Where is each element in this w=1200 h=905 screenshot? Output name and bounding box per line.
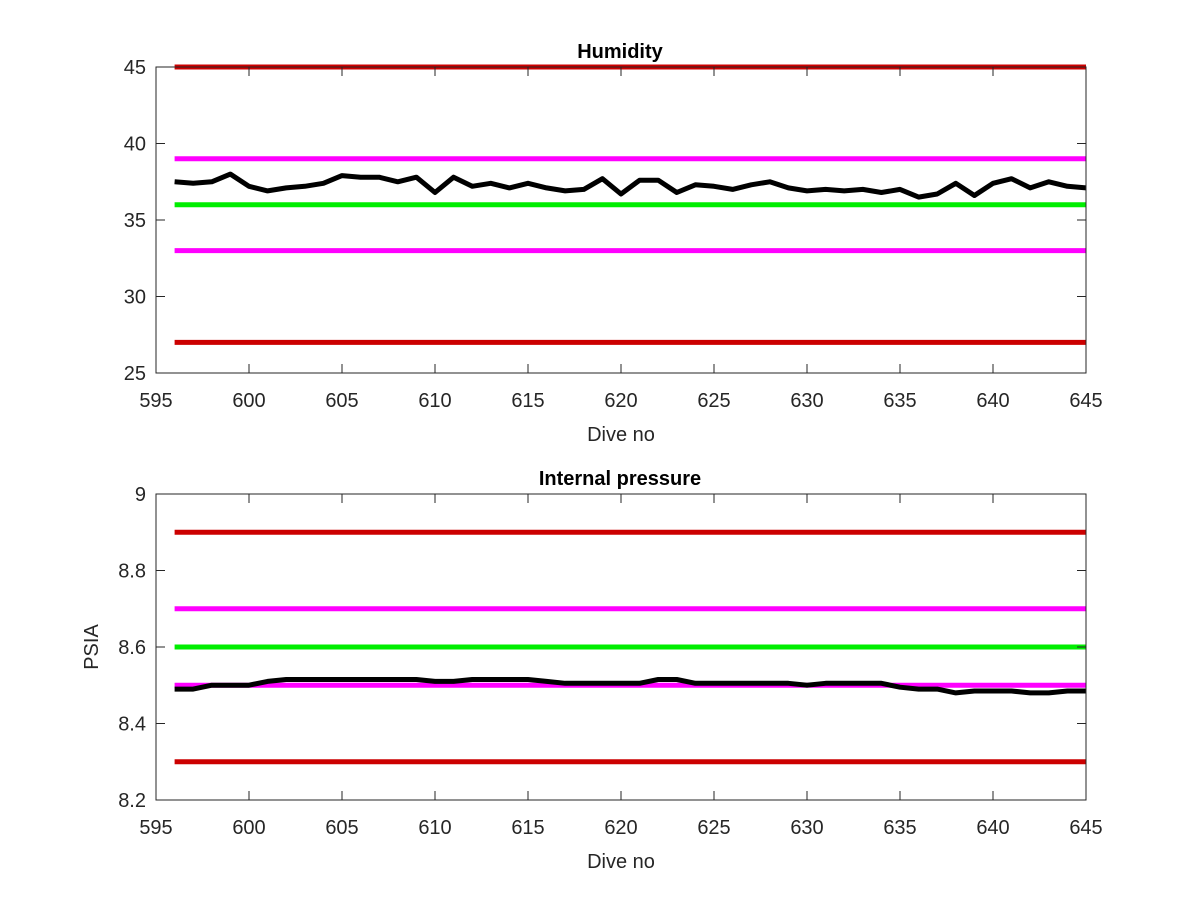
humidity-x-tick-label-3: 610 <box>418 390 451 412</box>
humidity-axes-box <box>155 66 1087 374</box>
humidity-y-tick-label-3: 40 <box>124 134 146 156</box>
pressure-y-ticks: 8.2 8.4 8.6 8.8 9 <box>118 484 1086 812</box>
pressure-x-axis-label: Dive no <box>587 851 655 873</box>
humidity-x-tick-label-9: 640 <box>976 390 1009 412</box>
pressure-series-line-0 <box>174 677 1086 696</box>
pressure-x-tick-label-0: 595 <box>139 817 172 839</box>
pressure-x-tick-label-8: 635 <box>883 817 916 839</box>
humidity-title: Humidity <box>577 41 663 63</box>
pressure-x-tick-label-2: 605 <box>325 817 358 839</box>
humidity-x-tick-label-8: 635 <box>883 390 916 412</box>
humidity-y-tick-label-2: 35 <box>124 210 146 232</box>
pressure-x-tick-label-5: 620 <box>604 817 637 839</box>
pressure-title: Internal pressure <box>539 468 701 490</box>
humidity-x-axis-label: Dive no <box>587 424 655 446</box>
humidity-threshold-lines <box>174 64 1086 345</box>
humidity-y-tick-label-4: 45 <box>124 57 146 79</box>
pressure-y-tick-label-2: 8.6 <box>118 637 146 659</box>
pressure-y-tick-label-3: 8.8 <box>118 561 146 583</box>
pressure-x-ticks: 595 600 605 610 615 620 625 630 635 640 645 <box>139 494 1103 839</box>
humidity-x-tick-label-0: 595 <box>139 390 172 412</box>
humidity-y-tick-label-1: 30 <box>124 287 146 309</box>
pressure-y-tick-label-0: 8.2 <box>118 790 146 812</box>
pressure-y-axis-label: PSIA <box>81 624 103 670</box>
humidity-x-tick-label-2: 605 <box>325 390 358 412</box>
pressure-threshold-lines <box>174 529 1086 765</box>
pressure-x-tick-label-3: 610 <box>418 817 451 839</box>
humidity-y-tick-label-0: 25 <box>124 363 146 385</box>
pressure-x-tick-label-4: 615 <box>511 817 544 839</box>
humidity-x-ticks: 595 600 605 610 615 620 625 630 635 640 645 <box>139 67 1103 412</box>
humidity-y-ticks: 25 30 35 40 45 <box>124 57 1086 385</box>
pressure-x-tick-label-1: 600 <box>232 817 265 839</box>
humidity-x-tick-label-5: 620 <box>604 390 637 412</box>
humidity-x-tick-label-4: 615 <box>511 390 544 412</box>
humidity-x-tick-label-1: 600 <box>232 390 265 412</box>
pressure-x-tick-label-9: 640 <box>976 817 1009 839</box>
pressure-series <box>174 677 1086 696</box>
pressure-y-tick-label-1: 8.4 <box>118 714 146 736</box>
humidity-x-tick-label-10: 645 <box>1069 390 1102 412</box>
humidity-series <box>174 171 1087 200</box>
humidity-x-tick-label-6: 625 <box>697 390 730 412</box>
pressure-x-tick-label-6: 625 <box>697 817 730 839</box>
pressure-y-tick-label-4: 9 <box>135 484 146 506</box>
pressure-panel: Internal pressure 595 600 605 610 615 620 625 6… <box>81 468 1103 873</box>
humidity-series-line-0 <box>174 171 1087 200</box>
pressure-x-tick-label-10: 645 <box>1069 817 1102 839</box>
pressure-x-tick-label-7: 630 <box>790 817 823 839</box>
humidity-x-tick-label-7: 630 <box>790 390 823 412</box>
humidity-panel: Humidity 595 600 605 610 615 620 625 630 635 640 6… <box>124 41 1103 446</box>
